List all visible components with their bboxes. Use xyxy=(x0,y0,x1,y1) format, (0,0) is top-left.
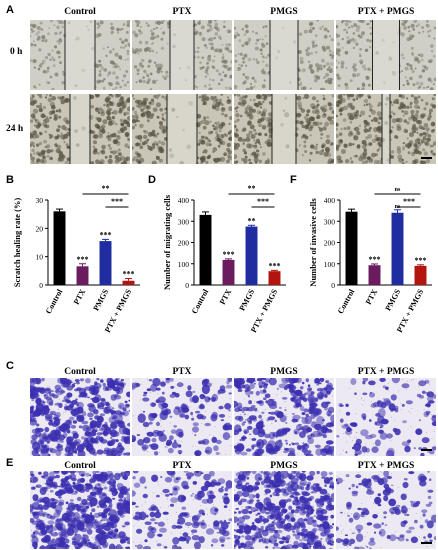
bar xyxy=(76,266,89,285)
y-tick-label: 30 xyxy=(36,196,44,205)
col-title-control-c: Control xyxy=(64,367,96,377)
category-label: PMGS xyxy=(237,287,256,312)
bar xyxy=(391,212,404,285)
y-tick-label: 200 xyxy=(178,239,190,248)
migrating-cells-chart: 0 100 200 300 400 Number of migrating cells Co… xyxy=(162,184,286,334)
scale-bar xyxy=(421,157,432,159)
scratch-image xyxy=(30,20,130,90)
scratch-image xyxy=(132,20,232,90)
bar xyxy=(53,211,66,285)
col-title-ptx-e: PTX xyxy=(172,461,192,471)
col-title-pmgs-c: PMGS xyxy=(270,367,298,377)
y-tick-label: 100 xyxy=(324,260,336,269)
col-title-pmgs-a: PMGS xyxy=(270,7,298,17)
transwell-image xyxy=(234,378,334,456)
bar xyxy=(122,280,135,285)
y-tick-label: 10 xyxy=(36,253,44,262)
y-tick-label: 0 xyxy=(39,281,43,290)
category-label: Control xyxy=(336,287,357,315)
significance-label: *** xyxy=(123,269,135,278)
panel-label-e: E xyxy=(6,457,14,469)
transwell-image xyxy=(132,378,232,456)
category-label: PMGS xyxy=(383,287,402,312)
row-label-0h: 0 h xyxy=(10,47,23,57)
category-label: PMGS xyxy=(91,287,110,312)
significance-label: *** xyxy=(415,256,427,265)
bar xyxy=(199,214,212,285)
panel-label-f: F xyxy=(290,174,297,186)
bracket-label: *** xyxy=(257,197,269,206)
bar xyxy=(99,241,112,285)
scratch-image xyxy=(336,94,436,164)
y-tick-label: 300 xyxy=(324,217,336,226)
category-label: Control xyxy=(44,287,65,315)
bar xyxy=(345,211,358,285)
scratch-image xyxy=(30,94,130,164)
panel-label-c: C xyxy=(6,360,14,372)
y-axis-label: Number of invasive cells xyxy=(308,198,318,287)
y-tick-label: 0 xyxy=(185,281,189,290)
invasive-cells-chart: 0 100 200 300 400 Number of invasive cells Con… xyxy=(308,187,432,334)
significance-label: *** xyxy=(77,255,89,264)
col-title-pmgs-e: PMGS xyxy=(270,461,298,471)
col-title-combo-e: PTX + PMGS xyxy=(357,461,415,471)
transwell-image xyxy=(336,471,436,549)
y-tick-label: 400 xyxy=(324,196,336,205)
transwell-image xyxy=(234,471,334,549)
bar xyxy=(368,265,381,285)
scale-bar xyxy=(421,449,432,451)
y-tick-label: 200 xyxy=(324,239,336,248)
y-tick-label: 300 xyxy=(178,217,190,226)
y-axis-label: Scratch healing rate (%) xyxy=(12,198,22,288)
transwell-image xyxy=(132,471,232,549)
y-tick-label: 400 xyxy=(178,196,190,205)
y-tick-label: 20 xyxy=(36,224,44,233)
row-label-24h: 24 h xyxy=(6,124,24,134)
scratch-image xyxy=(132,94,232,164)
scratch-image xyxy=(336,20,436,90)
scratch-image xyxy=(234,94,334,164)
scratch-healing-chart: 0 10 20 30 Scratch healing rate (%) Control **… xyxy=(12,184,140,334)
col-title-control-a: Control xyxy=(64,7,96,17)
col-title-combo-a: PTX + PMGS xyxy=(357,7,415,17)
bracket-label: *** xyxy=(111,197,123,206)
bracket-label: ** xyxy=(248,184,256,193)
scratch-image xyxy=(234,20,334,90)
scale-bar xyxy=(421,542,432,544)
transwell-image xyxy=(30,378,130,456)
col-title-control-e: Control xyxy=(64,461,96,471)
category-label: PTX xyxy=(218,288,234,307)
transwell-image xyxy=(336,378,436,456)
bar xyxy=(245,226,258,285)
significance-label: *** xyxy=(269,261,281,270)
bracket-label: ** xyxy=(102,184,110,193)
bar xyxy=(222,259,235,285)
panel-label-a: A xyxy=(6,4,14,16)
significance-label: ** xyxy=(248,216,256,225)
category-label: PTX xyxy=(364,288,380,307)
transwell-image xyxy=(30,471,130,549)
y-tick-label: 100 xyxy=(178,260,190,269)
bar xyxy=(414,265,427,285)
category-label: Control xyxy=(190,287,211,315)
bracket-label: *** xyxy=(403,197,415,206)
y-axis-label: Number of migrating cells xyxy=(162,194,172,290)
col-title-ptx-c: PTX xyxy=(172,367,192,377)
significance-label: *** xyxy=(369,255,381,264)
category-label: PTX xyxy=(72,288,88,307)
y-tick-label: 0 xyxy=(331,281,335,290)
significance-label: *** xyxy=(223,250,235,259)
significance-label: *** xyxy=(100,230,112,239)
col-title-ptx-a: PTX xyxy=(172,7,192,17)
panel-label-b: B xyxy=(6,174,14,186)
bar xyxy=(268,271,281,285)
col-title-combo-c: PTX + PMGS xyxy=(357,367,415,377)
panel-label-d: D xyxy=(148,174,156,186)
bracket-label: ns xyxy=(395,187,401,193)
